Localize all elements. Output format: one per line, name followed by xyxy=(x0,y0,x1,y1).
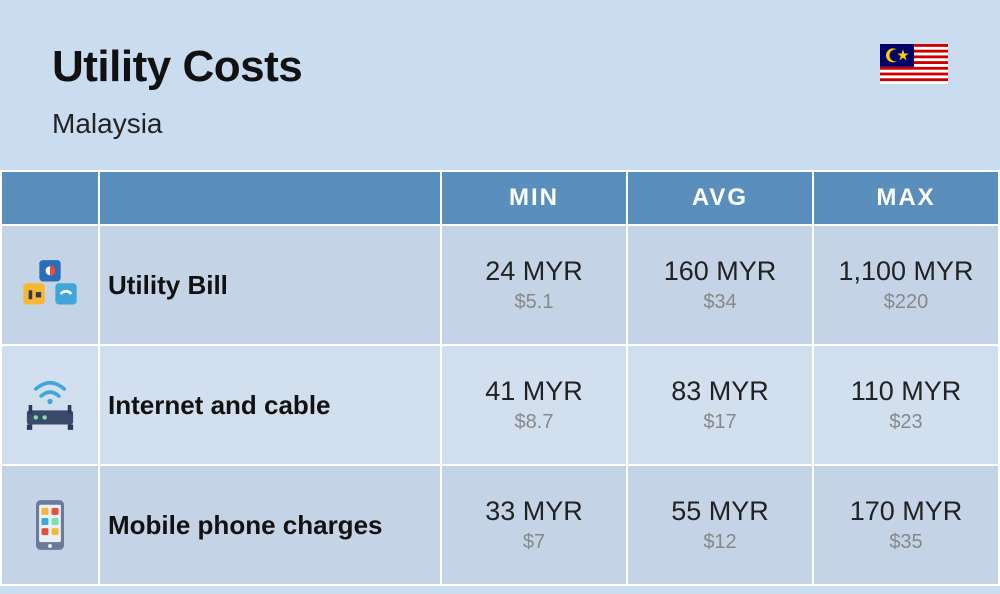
table-row: Internet and cable 41 MYR $8.7 83 MYR $1… xyxy=(1,345,999,465)
max-primary: 170 MYR xyxy=(814,496,998,527)
max-secondary: $220 xyxy=(814,291,998,314)
malaysia-flag-icon xyxy=(880,44,948,84)
col-avg: AVG xyxy=(627,171,813,225)
col-label xyxy=(99,171,441,225)
col-max: MAX xyxy=(813,171,999,225)
avg-secondary: $12 xyxy=(628,531,812,554)
utility-costs-table: MIN AVG MAX xyxy=(0,170,1000,586)
max-primary: 110 MYR xyxy=(814,376,998,407)
avg-primary: 160 MYR xyxy=(628,256,812,287)
min-primary: 41 MYR xyxy=(442,376,626,407)
cell-min: 24 MYR $5.1 xyxy=(441,225,627,345)
cell-max: 170 MYR $35 xyxy=(813,465,999,585)
min-secondary: $5.1 xyxy=(442,291,626,314)
col-min: MIN xyxy=(441,171,627,225)
avg-primary: 55 MYR xyxy=(628,496,812,527)
cell-min: 33 MYR $7 xyxy=(441,465,627,585)
cell-min: 41 MYR $8.7 xyxy=(441,345,627,465)
mobile-phone-icon xyxy=(14,489,86,561)
avg-secondary: $17 xyxy=(628,411,812,434)
row-icon-cell xyxy=(1,225,99,345)
max-secondary: $23 xyxy=(814,411,998,434)
row-icon-cell xyxy=(1,465,99,585)
page-subtitle: Malaysia xyxy=(52,108,948,140)
cell-max: 110 MYR $23 xyxy=(813,345,999,465)
min-primary: 33 MYR xyxy=(442,496,626,527)
max-secondary: $35 xyxy=(814,531,998,554)
row-label: Mobile phone charges xyxy=(99,465,441,585)
row-label: Internet and cable xyxy=(99,345,441,465)
avg-secondary: $34 xyxy=(628,291,812,314)
avg-primary: 83 MYR xyxy=(628,376,812,407)
page-title: Utility Costs xyxy=(52,42,948,92)
min-secondary: $7 xyxy=(442,531,626,554)
utility-bill-icon xyxy=(14,249,86,321)
cell-avg: 55 MYR $12 xyxy=(627,465,813,585)
internet-router-icon xyxy=(14,369,86,441)
table-row: Mobile phone charges 33 MYR $7 55 MYR $1… xyxy=(1,465,999,585)
cell-avg: 83 MYR $17 xyxy=(627,345,813,465)
min-secondary: $8.7 xyxy=(442,411,626,434)
col-icon xyxy=(1,171,99,225)
header: Utility Costs Malaysia xyxy=(0,0,1000,170)
row-label: Utility Bill xyxy=(99,225,441,345)
max-primary: 1,100 MYR xyxy=(814,256,998,287)
row-icon-cell xyxy=(1,345,99,465)
cell-avg: 160 MYR $34 xyxy=(627,225,813,345)
table-header-row: MIN AVG MAX xyxy=(1,171,999,225)
min-primary: 24 MYR xyxy=(442,256,626,287)
table-row: Utility Bill 24 MYR $5.1 160 MYR $34 1,1… xyxy=(1,225,999,345)
cell-max: 1,100 MYR $220 xyxy=(813,225,999,345)
